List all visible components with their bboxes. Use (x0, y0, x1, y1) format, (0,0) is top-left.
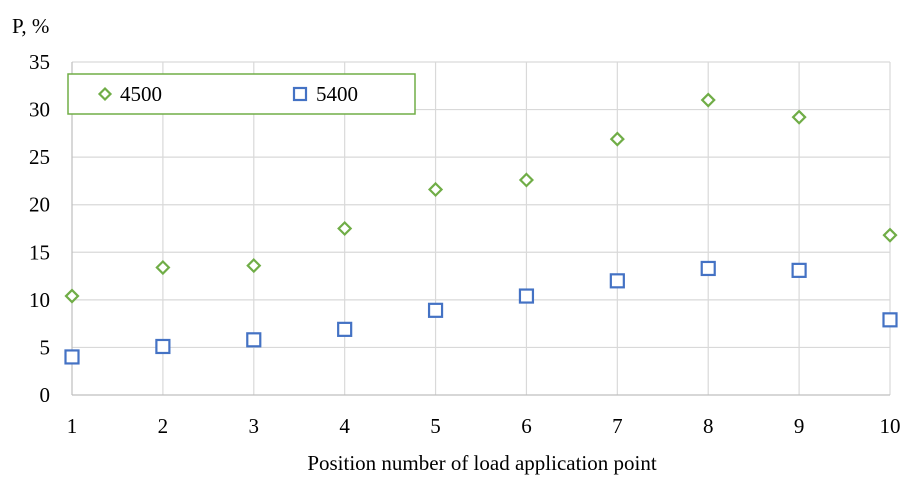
x-tick-label: 8 (703, 414, 714, 438)
y-tick-label: 25 (29, 145, 50, 169)
data-point-4500 (518, 172, 535, 188)
y-tick-labels: 0 5 10 15 20 25 30 35 (29, 50, 50, 407)
y-tick-label: 20 (29, 193, 50, 217)
y-axis-label: P, % (12, 14, 49, 38)
data-point-4500 (427, 181, 444, 198)
data-point-5400 (518, 288, 535, 304)
legend-marker-4500 (97, 86, 113, 102)
x-tick-label: 2 (158, 414, 169, 438)
y-tick-label: 15 (29, 240, 50, 264)
x-tick-label: 10 (880, 414, 901, 438)
x-axis-label: Position number of load application poin… (307, 451, 657, 475)
legend-items: 4500 5400 (97, 82, 358, 106)
x-tick-label: 1 (67, 414, 78, 438)
legend-marker-5400 (292, 86, 308, 102)
y-tick-label: 30 (29, 98, 50, 122)
legend: 4500 5400 (67, 73, 416, 115)
data-point-4500 (155, 259, 171, 276)
data-point-5400 (427, 302, 444, 318)
y-tick-label: 5 (40, 335, 51, 359)
x-tick-label: 3 (249, 414, 260, 438)
data-point-4500 (609, 131, 625, 147)
x-tick-label: 6 (521, 414, 532, 438)
data-point-5400 (246, 332, 262, 348)
x-tick-labels: 1 2 3 4 5 6 7 8 9 10 (67, 414, 901, 438)
data-point-5400 (64, 349, 80, 365)
legend-box (67, 73, 416, 115)
data-point-4500 (64, 288, 80, 304)
data-point-5400 (791, 262, 807, 278)
y-tick-label: 35 (29, 50, 50, 74)
data-point-5400 (882, 312, 898, 328)
y-tick-label: 10 (29, 288, 50, 312)
legend-label-5400: 5400 (316, 82, 358, 106)
data-point-5400 (155, 338, 171, 355)
y-tick-label: 0 (40, 383, 51, 407)
data-point-4500 (246, 258, 262, 274)
data-point-5400 (609, 273, 625, 289)
x-tick-label: 9 (794, 414, 805, 438)
data-point-4500 (337, 220, 353, 237)
data-points (64, 92, 898, 365)
data-point-5400 (700, 260, 716, 277)
x-tick-label: 7 (612, 414, 623, 438)
legend-label-4500: 4500 (120, 82, 162, 106)
x-tick-label: 4 (339, 414, 350, 438)
data-point-4500 (700, 92, 716, 108)
data-point-5400 (337, 321, 353, 337)
data-point-4500 (791, 109, 807, 125)
x-tick-label: 5 (430, 414, 441, 438)
data-point-4500 (882, 227, 898, 243)
axes (71, 62, 890, 396)
